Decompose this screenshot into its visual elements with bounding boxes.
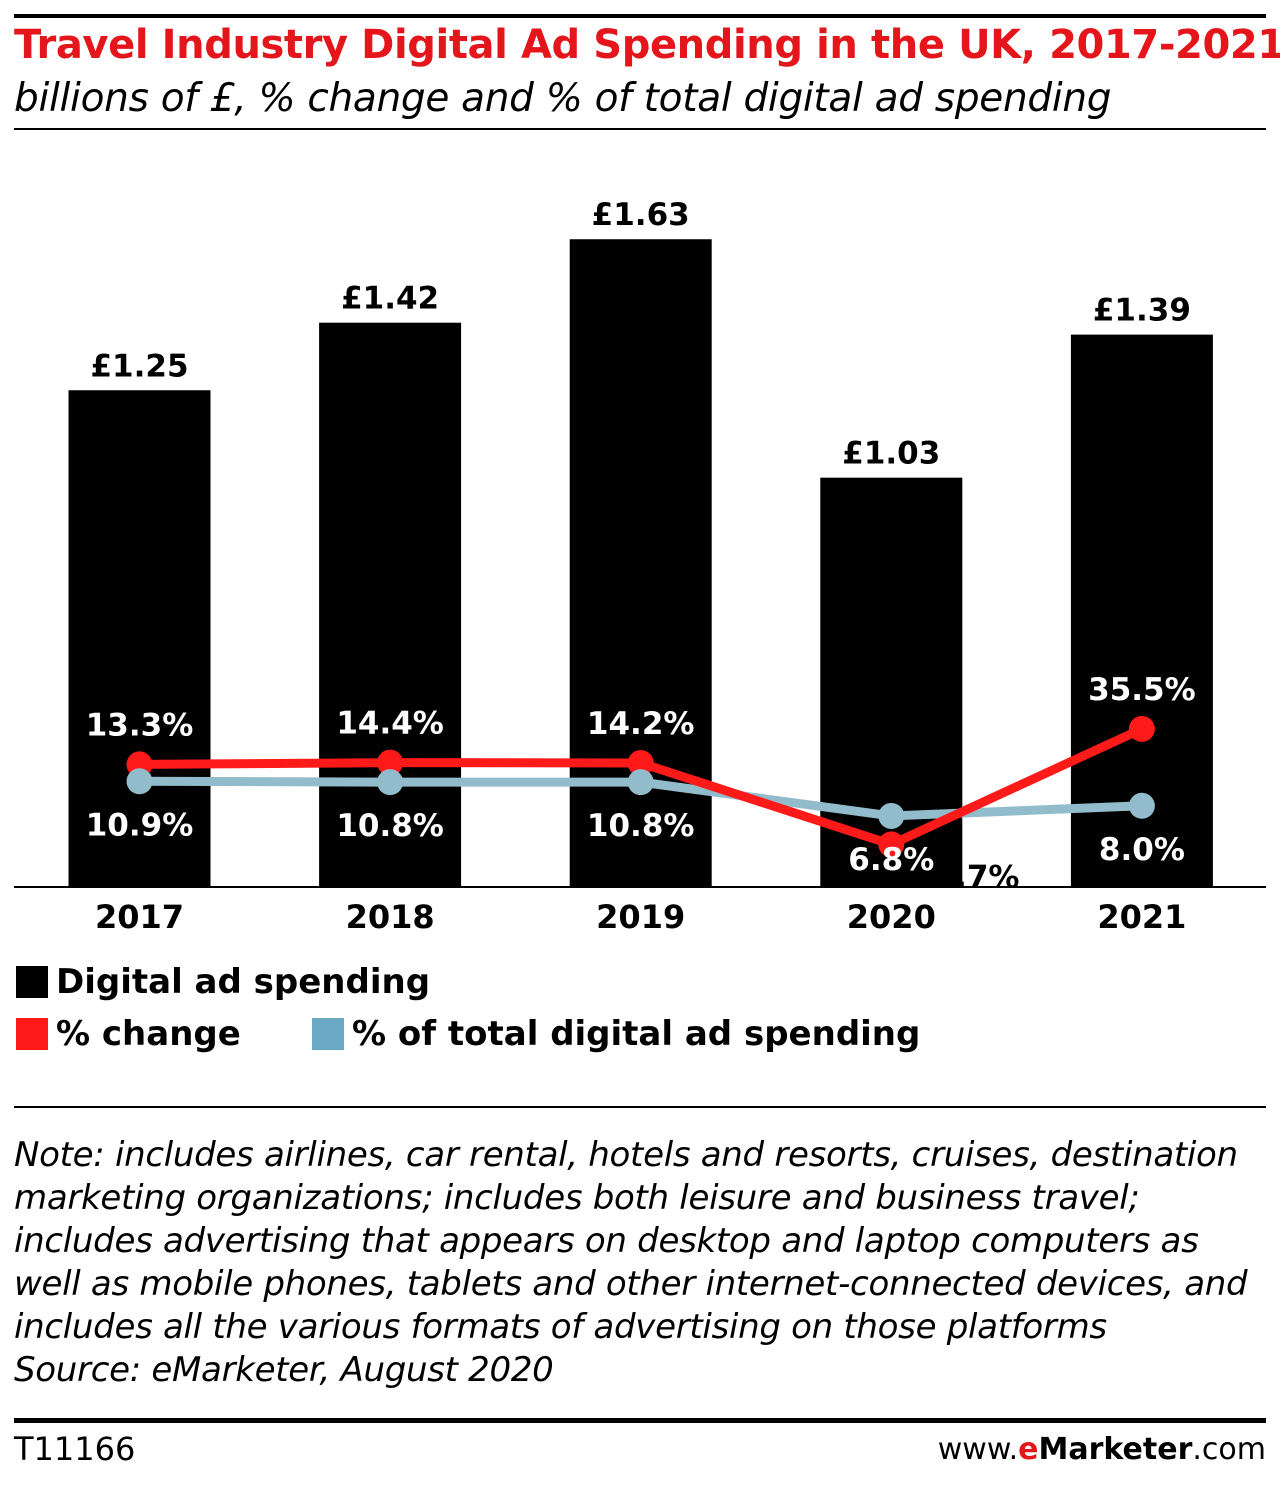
- legend-swatch-share: [312, 1018, 344, 1050]
- change-label-2018: 14.4%: [336, 706, 444, 742]
- chart: £1.25 £1.42 £1.63 £1.03 £1.39 2017 2018 2019 202…: [14, 197, 1266, 936]
- source-text: Source: eMarketer, August 2020: [14, 1350, 554, 1390]
- site-suffix: .com: [1192, 1432, 1266, 1467]
- bar-2017: [68, 390, 211, 887]
- footnote: Note: includes airlines, car rental, hot…: [14, 1134, 1270, 1392]
- site-e: e: [1018, 1432, 1039, 1467]
- legend-label-change: % change: [56, 1014, 241, 1054]
- site-prefix: www.: [937, 1432, 1019, 1467]
- bar-label-2018: £1.42: [341, 281, 439, 317]
- x-tick-label-2021: 2021: [1097, 898, 1186, 936]
- site-brand: Marketer: [1038, 1432, 1193, 1467]
- legend-label-spending: Digital ad spending: [56, 962, 431, 1002]
- change-point-2019: [627, 749, 654, 776]
- bar-label-2020: £1.03: [842, 436, 940, 472]
- change-label-2020: -36.7%: [899, 859, 1019, 895]
- change-point-2021: [1128, 715, 1155, 742]
- change-label-2017: 13.3%: [86, 707, 194, 743]
- bar-label-2017: £1.25: [90, 348, 188, 384]
- change-label-2021: 35.5%: [1088, 672, 1196, 708]
- chart-title: Travel Industry Digital Ad Spending in t…: [14, 22, 1280, 68]
- bar-label-2021: £1.39: [1093, 293, 1191, 329]
- legend-swatch-spending: [16, 966, 48, 998]
- legend-item-share: % of total digital ad spending: [312, 1014, 920, 1054]
- share-label-2021: 8.0%: [1099, 832, 1185, 868]
- share-label-2017: 10.9%: [86, 807, 194, 843]
- subtitle-rule: [14, 128, 1266, 130]
- share-label-2018: 10.8%: [336, 808, 444, 844]
- chart-subtitle: billions of £, % change and % of total d…: [14, 76, 1112, 121]
- x-tick-label-2019: 2019: [596, 898, 685, 936]
- share-point-2019: [627, 769, 654, 796]
- bar-2018: [319, 322, 462, 887]
- note-rule: [14, 1106, 1266, 1108]
- share-label-2020: 6.8%: [848, 842, 934, 878]
- change-label-2019: 14.2%: [587, 706, 695, 742]
- legend-item-change: % change: [16, 1014, 241, 1054]
- legend-label-share: % of total digital ad spending: [352, 1014, 921, 1054]
- change-point-2018: [377, 749, 404, 776]
- x-tick-label-2020: 2020: [847, 898, 936, 936]
- x-tick-label-2017: 2017: [95, 898, 184, 936]
- site-url: www.eMarketer.com: [938, 1432, 1266, 1467]
- share-point-2018: [377, 769, 404, 796]
- chart-code: T11166: [14, 1430, 136, 1468]
- legend-swatch-change: [16, 1018, 48, 1050]
- share-point-2020: [878, 802, 905, 829]
- share-point-2017: [126, 768, 153, 795]
- share-label-2019: 10.8%: [587, 808, 695, 844]
- change-point-2020: [878, 831, 905, 858]
- bar-label-2019: £1.63: [592, 197, 690, 233]
- legend-item-spending: Digital ad spending: [16, 962, 430, 1002]
- x-tick-label-2018: 2018: [346, 898, 435, 936]
- top-rule: [14, 14, 1266, 18]
- share-point-2021: [1128, 792, 1155, 819]
- bottom-rule: [14, 1418, 1266, 1423]
- note-text: Note: includes airlines, car rental, hot…: [14, 1135, 1248, 1347]
